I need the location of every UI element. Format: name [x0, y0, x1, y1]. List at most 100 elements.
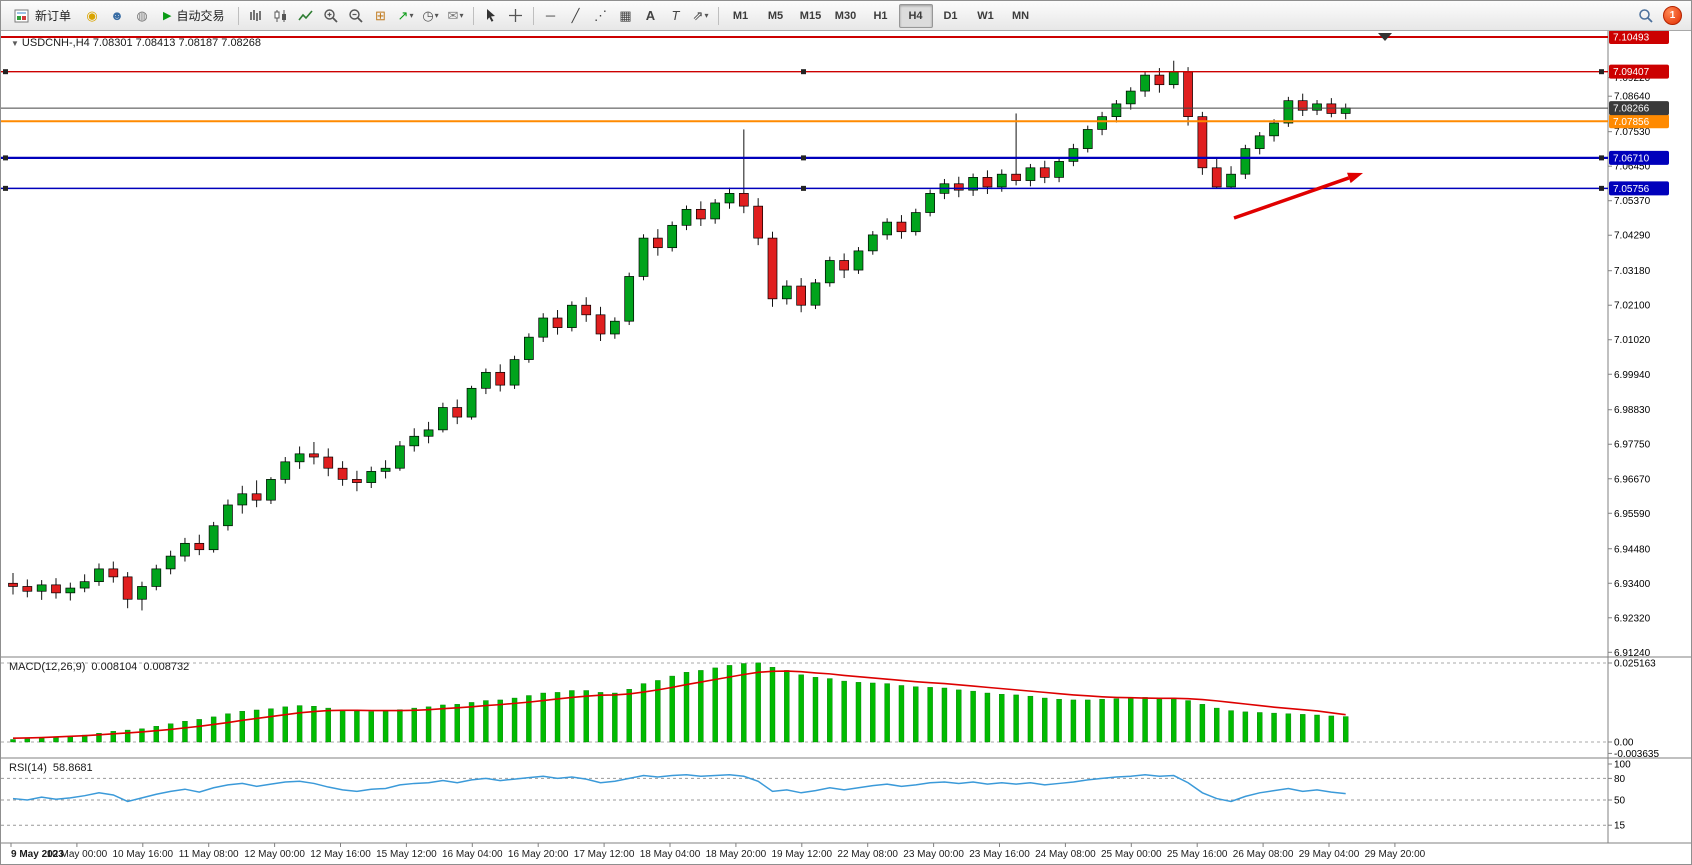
channel-tool-icon[interactable]: ▦ — [619, 7, 632, 23]
candle-up — [208, 525, 219, 551]
macd-axis-label: 0.00 — [1614, 738, 1634, 749]
arrows-caret-icon: ▾ — [704, 11, 709, 20]
alerts-caret-icon: ▾ — [459, 11, 464, 20]
annotation-arrow-head[interactable] — [1347, 172, 1363, 184]
timeframe-w1[interactable]: W1 — [977, 9, 994, 22]
macd-histogram-bar — [1342, 716, 1349, 743]
macd-histogram-bar — [1070, 699, 1077, 743]
line-handle[interactable] — [801, 185, 806, 191]
price-axis-label: 7.08640 — [1614, 92, 1651, 103]
crosshair-icon[interactable] — [504, 4, 528, 28]
candle-down — [1039, 167, 1050, 178]
timeframe-group: M1 M5 M15 M30 H1 H4 D1 W1 MN — [724, 3, 1038, 28]
macd-histogram-bar — [210, 716, 217, 743]
notification-badge[interactable]: 1 — [1663, 6, 1682, 25]
candle-up — [1125, 90, 1136, 105]
macd-histogram-bar — [282, 706, 288, 743]
compass-icon[interactable]: ◉ — [86, 7, 98, 23]
fibonacci-tool-icon[interactable]: ⋰ — [594, 7, 607, 23]
candle-down — [452, 407, 463, 418]
price-axis-label: 6.96670 — [1614, 474, 1651, 485]
chart-shift-marker-icon[interactable] — [1378, 33, 1392, 41]
timeframe-m1[interactable]: M1 — [732, 9, 749, 22]
price-badge-label: 7.07856 — [1613, 117, 1650, 128]
toolbar-separator — [717, 6, 719, 25]
bar-chart-icon[interactable] — [244, 4, 268, 28]
time-axis-label: 16 May 20:00 — [508, 849, 569, 860]
trendline-tool-icon[interactable]: ╱ — [571, 7, 580, 23]
macd-histogram-bar — [898, 685, 905, 743]
horizontal-line-tool-icon[interactable]: ─ — [545, 8, 556, 23]
price-axis-label: 6.99940 — [1614, 370, 1651, 381]
timeframe-h4[interactable]: H4 — [898, 3, 933, 28]
label-tool-icon[interactable]: T — [671, 8, 680, 23]
zoom-out-icon[interactable] — [344, 4, 368, 28]
new-order-button[interactable]: 新订单 — [6, 5, 79, 27]
candle-up — [1312, 103, 1322, 111]
time-axis-label: 22 May 08:00 — [837, 849, 898, 860]
line-handle[interactable] — [3, 155, 8, 161]
candle-up — [1254, 135, 1265, 149]
timeframe-mn[interactable]: MN — [1011, 9, 1030, 22]
cursor-icon[interactable] — [479, 4, 503, 28]
line-handle[interactable] — [801, 155, 806, 161]
time-axis-label: 26 May 08:00 — [1233, 849, 1294, 860]
candle-up — [509, 359, 520, 386]
candle-up — [1054, 161, 1064, 178]
line-handle[interactable] — [1599, 155, 1604, 161]
candlestick-chart-icon[interactable] — [269, 4, 293, 28]
indicators-icon[interactable]: ↗ ▾ — [397, 7, 414, 23]
candle-down — [251, 493, 262, 501]
toolbar: 新订单 ◉ ☻ ◍ ▶ 自动交易 ⊞ ↗ ▾ ◷ ▾ ✉ ▾ — [1, 1, 1691, 31]
search-icon[interactable] — [1634, 4, 1658, 28]
timeframe-h1[interactable]: H1 — [873, 9, 888, 22]
candle-down — [309, 453, 319, 458]
support-icon[interactable]: ◍ — [136, 7, 148, 23]
candle-up — [1097, 116, 1107, 130]
arrows-tool-icon[interactable]: ⇗ ▾ — [692, 7, 709, 23]
time-axis-label: 15 May 12:00 — [376, 849, 437, 860]
macd-histogram-bar — [999, 694, 1005, 743]
macd-histogram-bar — [96, 733, 102, 743]
macd-axis-label: -0.003635 — [1614, 749, 1659, 760]
macd-histogram-bar — [139, 728, 145, 743]
periods-icon[interactable]: ◷ ▾ — [422, 7, 439, 23]
line-handle[interactable] — [801, 69, 806, 75]
macd-histogram-bar — [1013, 694, 1019, 743]
macd-histogram-bar — [1242, 711, 1249, 743]
line-handle[interactable] — [3, 185, 8, 191]
candle-up — [710, 202, 721, 220]
zoom-in-icon[interactable] — [319, 4, 343, 28]
candle-up — [237, 493, 248, 506]
candle-up — [380, 467, 391, 472]
line-chart-icon[interactable] — [294, 4, 318, 28]
macd-histogram-bar — [569, 690, 575, 743]
candle-up — [266, 479, 276, 501]
timeframe-m5[interactable]: M5 — [767, 9, 784, 22]
macd-histogram-bar — [927, 687, 933, 743]
macd-histogram-bar — [655, 680, 661, 743]
macd-histogram-bar — [311, 706, 317, 743]
line-handle[interactable] — [1599, 185, 1604, 191]
price-axis-label: 7.02100 — [1614, 301, 1651, 312]
candle-up — [996, 173, 1007, 188]
line-handle[interactable] — [3, 69, 8, 75]
price-badge-label: 7.05756 — [1613, 184, 1650, 195]
rsi-value: 58.8681 — [52, 762, 93, 774]
candle-up — [466, 387, 477, 418]
candle-up — [524, 336, 534, 360]
alerts-icon[interactable]: ✉ ▾ — [447, 7, 464, 23]
indicators-caret-icon: ▾ — [409, 11, 414, 20]
candle-up — [567, 304, 577, 328]
text-tool-icon[interactable]: A — [645, 8, 656, 23]
annotation-arrow[interactable] — [1233, 176, 1350, 220]
timeframe-m30[interactable]: M30 — [834, 9, 857, 22]
autotrading-button[interactable]: ▶ 自动交易 — [155, 5, 232, 27]
macd-histogram-bar — [1171, 697, 1177, 743]
timeframe-d1[interactable]: D1 — [943, 9, 958, 22]
line-handle[interactable] — [1599, 69, 1604, 75]
timeframe-m15[interactable]: M15 — [799, 9, 822, 22]
tile-windows-icon[interactable]: ⊞ — [375, 7, 386, 23]
profile-icon[interactable]: ☻ — [110, 8, 124, 23]
